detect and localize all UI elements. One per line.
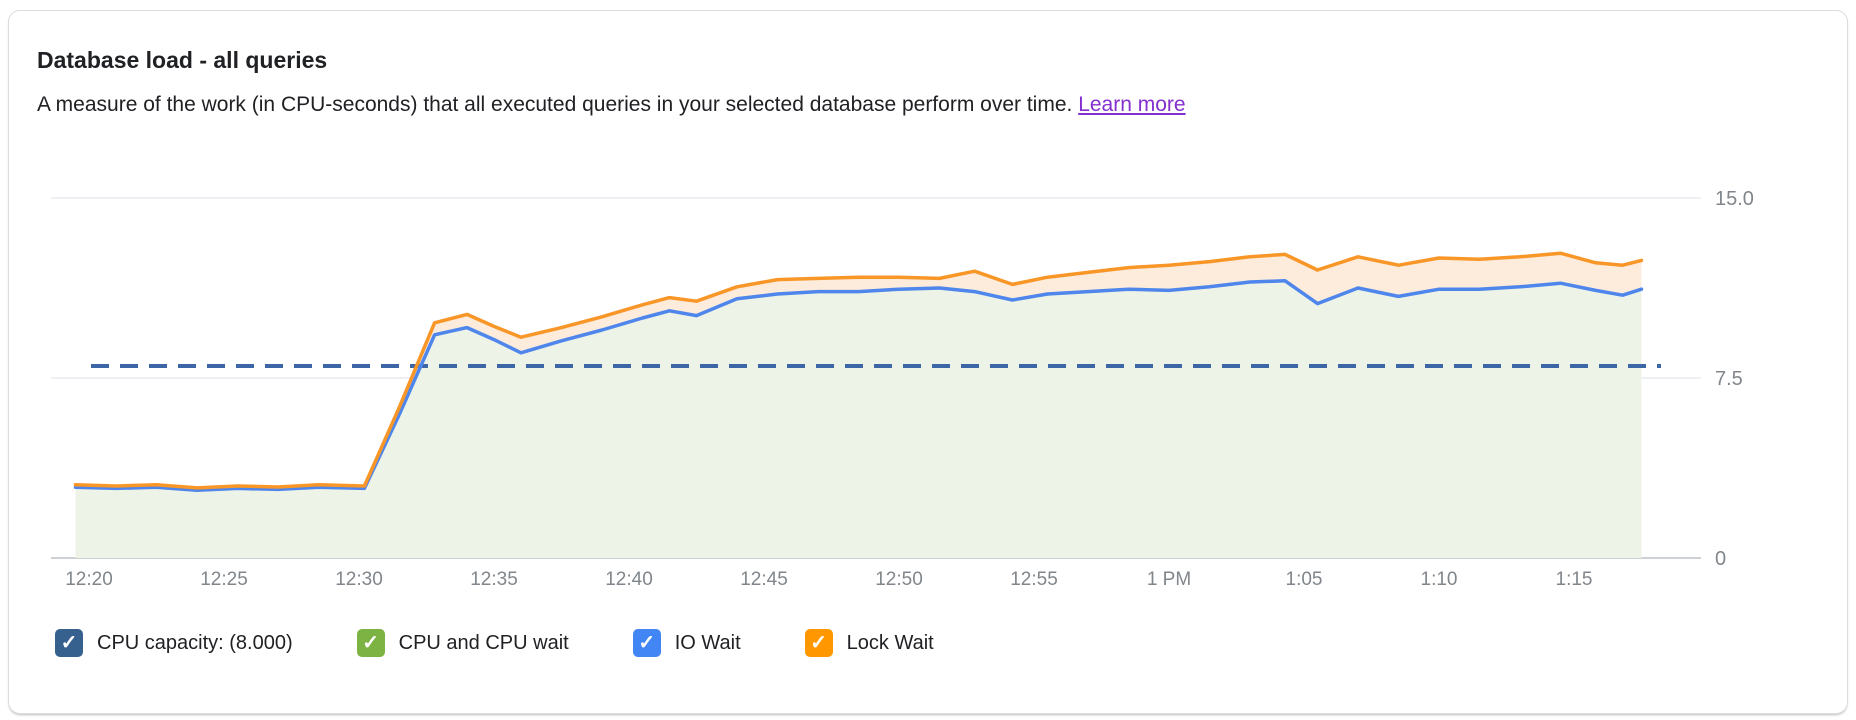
legend-item-cpu-capacity-8-000[interactable]: ✓ CPU capacity: (8.000): [55, 629, 293, 657]
page-title: Database load - all queries: [37, 47, 328, 73]
database-load-card: Database load - all queries A measure of…: [8, 10, 1848, 714]
x-axis-tick-label: 12:55: [1010, 569, 1058, 590]
x-axis-tick-label: 12:30: [335, 569, 383, 590]
x-axis-tick-label: 12:35: [470, 569, 518, 590]
y-axis-tick-label: 0: [1715, 548, 1726, 570]
io-wait-line: [73, 279, 1644, 493]
learn-more-link[interactable]: Learn more: [1078, 93, 1186, 116]
y-axis-tick-label: 15.0: [1715, 188, 1754, 210]
legend-item-cpu-and-cpu-wait[interactable]: ✓ CPU and CPU wait: [356, 629, 569, 657]
chart-canvas: 15.0 7.5 0 12:20 12:25 12:30 12:35 12:40 12:45 12…: [51, 188, 1754, 590]
lock-wait-line: [73, 251, 1644, 490]
legend-label: CPU and CPU wait: [398, 631, 569, 654]
lock-wait-area: [75, 253, 1642, 491]
legend-checkbox-icon[interactable]: ✓: [55, 629, 83, 657]
x-axis-tick-label: 1:05: [1286, 569, 1323, 590]
x-axis-tick-label: 1:10: [1421, 569, 1458, 590]
cpu-io-wait-area: [75, 280, 1642, 558]
x-axis-tick-label: 12:25: [200, 569, 248, 590]
legend-checkbox-icon[interactable]: ✓: [632, 629, 661, 657]
chart-description-text: A measure of the work (in CPU-seconds) t…: [37, 93, 1073, 116]
chart-legend: ✓ CPU capacity: (8.000) ✓ CPU and CPU wait ✓…: [37, 629, 934, 657]
x-axis-tick-label: 12:50: [875, 569, 923, 590]
legend-item-lock-wait[interactable]: ✓ Lock Wait: [804, 629, 934, 657]
legend-checkbox-icon[interactable]: ✓: [356, 629, 385, 657]
legend-label: Lock Wait: [846, 631, 934, 654]
database-load-chart: 15.0 7.5 0 12:20 12:25 12:30 12:35 12:40 12:45 12…: [37, 151, 1821, 621]
y-axis-tick-label: 7.5: [1715, 368, 1743, 390]
legend-label: CPU capacity: (8.000): [97, 631, 293, 654]
legend-item-io-wait[interactable]: ✓ IO Wait: [632, 629, 741, 657]
x-axis-tick-label: 12:45: [740, 569, 788, 590]
x-axis-tick-label: 1 PM: [1147, 569, 1191, 590]
chart-description: A measure of the work (in CPU-seconds) t…: [37, 93, 1186, 117]
legend-label: IO Wait: [674, 631, 741, 654]
legend-checkbox-icon[interactable]: ✓: [804, 629, 833, 657]
x-axis-tick-label: 1:15: [1556, 569, 1593, 590]
x-axis-tick-label: 12:40: [605, 569, 653, 590]
x-axis-tick-label: 12:20: [65, 569, 113, 590]
